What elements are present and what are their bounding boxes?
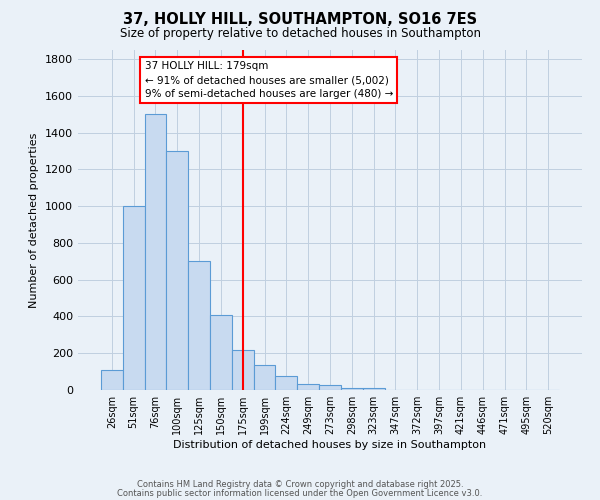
Text: 37 HOLLY HILL: 179sqm
← 91% of detached houses are smaller (5,002)
9% of semi-de: 37 HOLLY HILL: 179sqm ← 91% of detached … [145, 61, 393, 99]
Bar [101, 370, 123, 390]
Bar [145, 114, 166, 390]
Bar [254, 365, 275, 390]
Bar [341, 388, 363, 390]
Text: Contains public sector information licensed under the Open Government Licence v3: Contains public sector information licen… [118, 488, 482, 498]
X-axis label: Distribution of detached houses by size in Southampton: Distribution of detached houses by size … [173, 440, 487, 450]
Bar [166, 151, 188, 390]
Bar [319, 386, 341, 390]
Bar [123, 206, 145, 390]
Text: 37, HOLLY HILL, SOUTHAMPTON, SO16 7ES: 37, HOLLY HILL, SOUTHAMPTON, SO16 7ES [123, 12, 477, 28]
Bar [188, 262, 210, 390]
Bar [232, 350, 254, 390]
Bar [297, 384, 319, 390]
Bar [363, 388, 385, 390]
Bar [210, 314, 232, 390]
Text: Contains HM Land Registry data © Crown copyright and database right 2025.: Contains HM Land Registry data © Crown c… [137, 480, 463, 489]
Y-axis label: Number of detached properties: Number of detached properties [29, 132, 40, 308]
Text: Size of property relative to detached houses in Southampton: Size of property relative to detached ho… [119, 28, 481, 40]
Bar [275, 376, 297, 390]
